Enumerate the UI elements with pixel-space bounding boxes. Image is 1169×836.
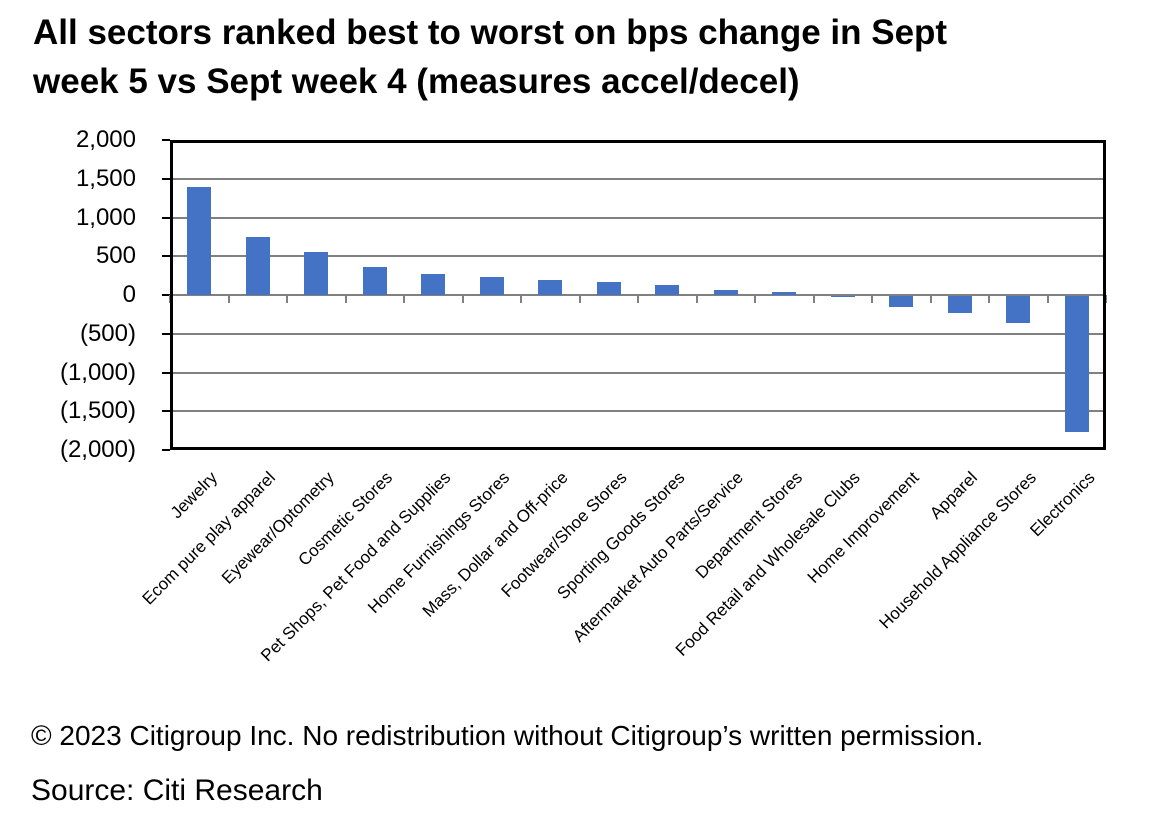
x-axis-tick	[344, 295, 347, 303]
bar	[304, 251, 329, 295]
bar	[772, 292, 797, 295]
bar	[538, 279, 563, 295]
y-tick-label: (500)	[79, 319, 136, 347]
x-axis-tick	[929, 295, 932, 303]
y-tick-label: (2,000)	[59, 436, 136, 463]
x-axis-tick	[988, 295, 990, 303]
y-axis-tick	[162, 410, 170, 413]
y-tick-label: 500	[95, 242, 136, 270]
x-category-label: Jewelry	[166, 468, 221, 523]
x-category-label: Apparel	[926, 468, 982, 523]
gridline	[170, 255, 1106, 258]
bar	[421, 274, 446, 295]
x-category-label: Home Improvement	[803, 468, 923, 587]
bar	[245, 236, 270, 295]
bar	[479, 277, 504, 295]
y-axis-tick	[162, 177, 170, 180]
bar	[889, 296, 914, 307]
gridline	[170, 410, 1106, 413]
x-axis-tick	[695, 295, 698, 303]
y-tick-label: 0	[122, 281, 136, 308]
y-axis-tick	[162, 255, 170, 258]
y-axis-tick	[162, 332, 170, 335]
x-category-label: Department Stores	[691, 468, 806, 583]
bar	[362, 267, 387, 295]
plot-area	[170, 140, 1106, 450]
x-axis-tick	[812, 295, 815, 303]
y-axis-tick	[162, 449, 170, 451]
y-tick-label: (1,500)	[59, 397, 136, 425]
bar	[596, 281, 621, 295]
x-axis-tick	[520, 295, 522, 303]
bar	[1064, 296, 1089, 432]
bar	[947, 296, 972, 314]
y-axis-tick	[162, 139, 170, 141]
bar	[830, 296, 855, 298]
zero-line	[170, 294, 1106, 296]
y-axis-tick	[162, 216, 170, 219]
y-tick-label: 1,000	[75, 203, 136, 231]
x-category-label: Eyewear/Optometry	[218, 468, 338, 588]
x-axis-tick	[578, 295, 581, 303]
x-axis-tick	[871, 295, 873, 303]
chart-title-line-1: All sectors ranked best to worst on bps …	[33, 13, 948, 52]
bar	[1006, 296, 1031, 324]
source-text: Source: Citi Research	[31, 774, 323, 807]
gridline	[170, 177, 1106, 180]
copyright-text: © 2023 Citigroup Inc. No redistribution …	[31, 720, 984, 751]
bar	[713, 289, 738, 295]
y-tick-label: 1,500	[75, 164, 136, 192]
x-axis-tick	[637, 295, 639, 303]
gridline	[170, 371, 1106, 374]
x-axis-tick	[754, 295, 756, 303]
y-axis-tick	[162, 371, 170, 374]
y-tick-label: 2,000	[75, 126, 136, 153]
x-axis-tick	[1105, 295, 1107, 303]
gridline	[170, 332, 1106, 335]
x-axis-tick	[286, 295, 288, 303]
x-axis-tick	[461, 295, 464, 303]
y-tick-label: (1,000)	[59, 358, 136, 386]
y-axis-tick	[162, 294, 170, 296]
x-axis-tick	[1046, 295, 1049, 303]
bar	[187, 186, 212, 295]
bar	[655, 284, 680, 295]
gridline	[170, 216, 1106, 219]
x-axis-tick	[227, 295, 230, 303]
chart-title-line-2: week 5 vs Sept week 4 (measures accel/de…	[33, 62, 800, 101]
chart-title: All sectors ranked best to worst on bps …	[33, 8, 947, 106]
x-axis-tick	[403, 295, 405, 303]
